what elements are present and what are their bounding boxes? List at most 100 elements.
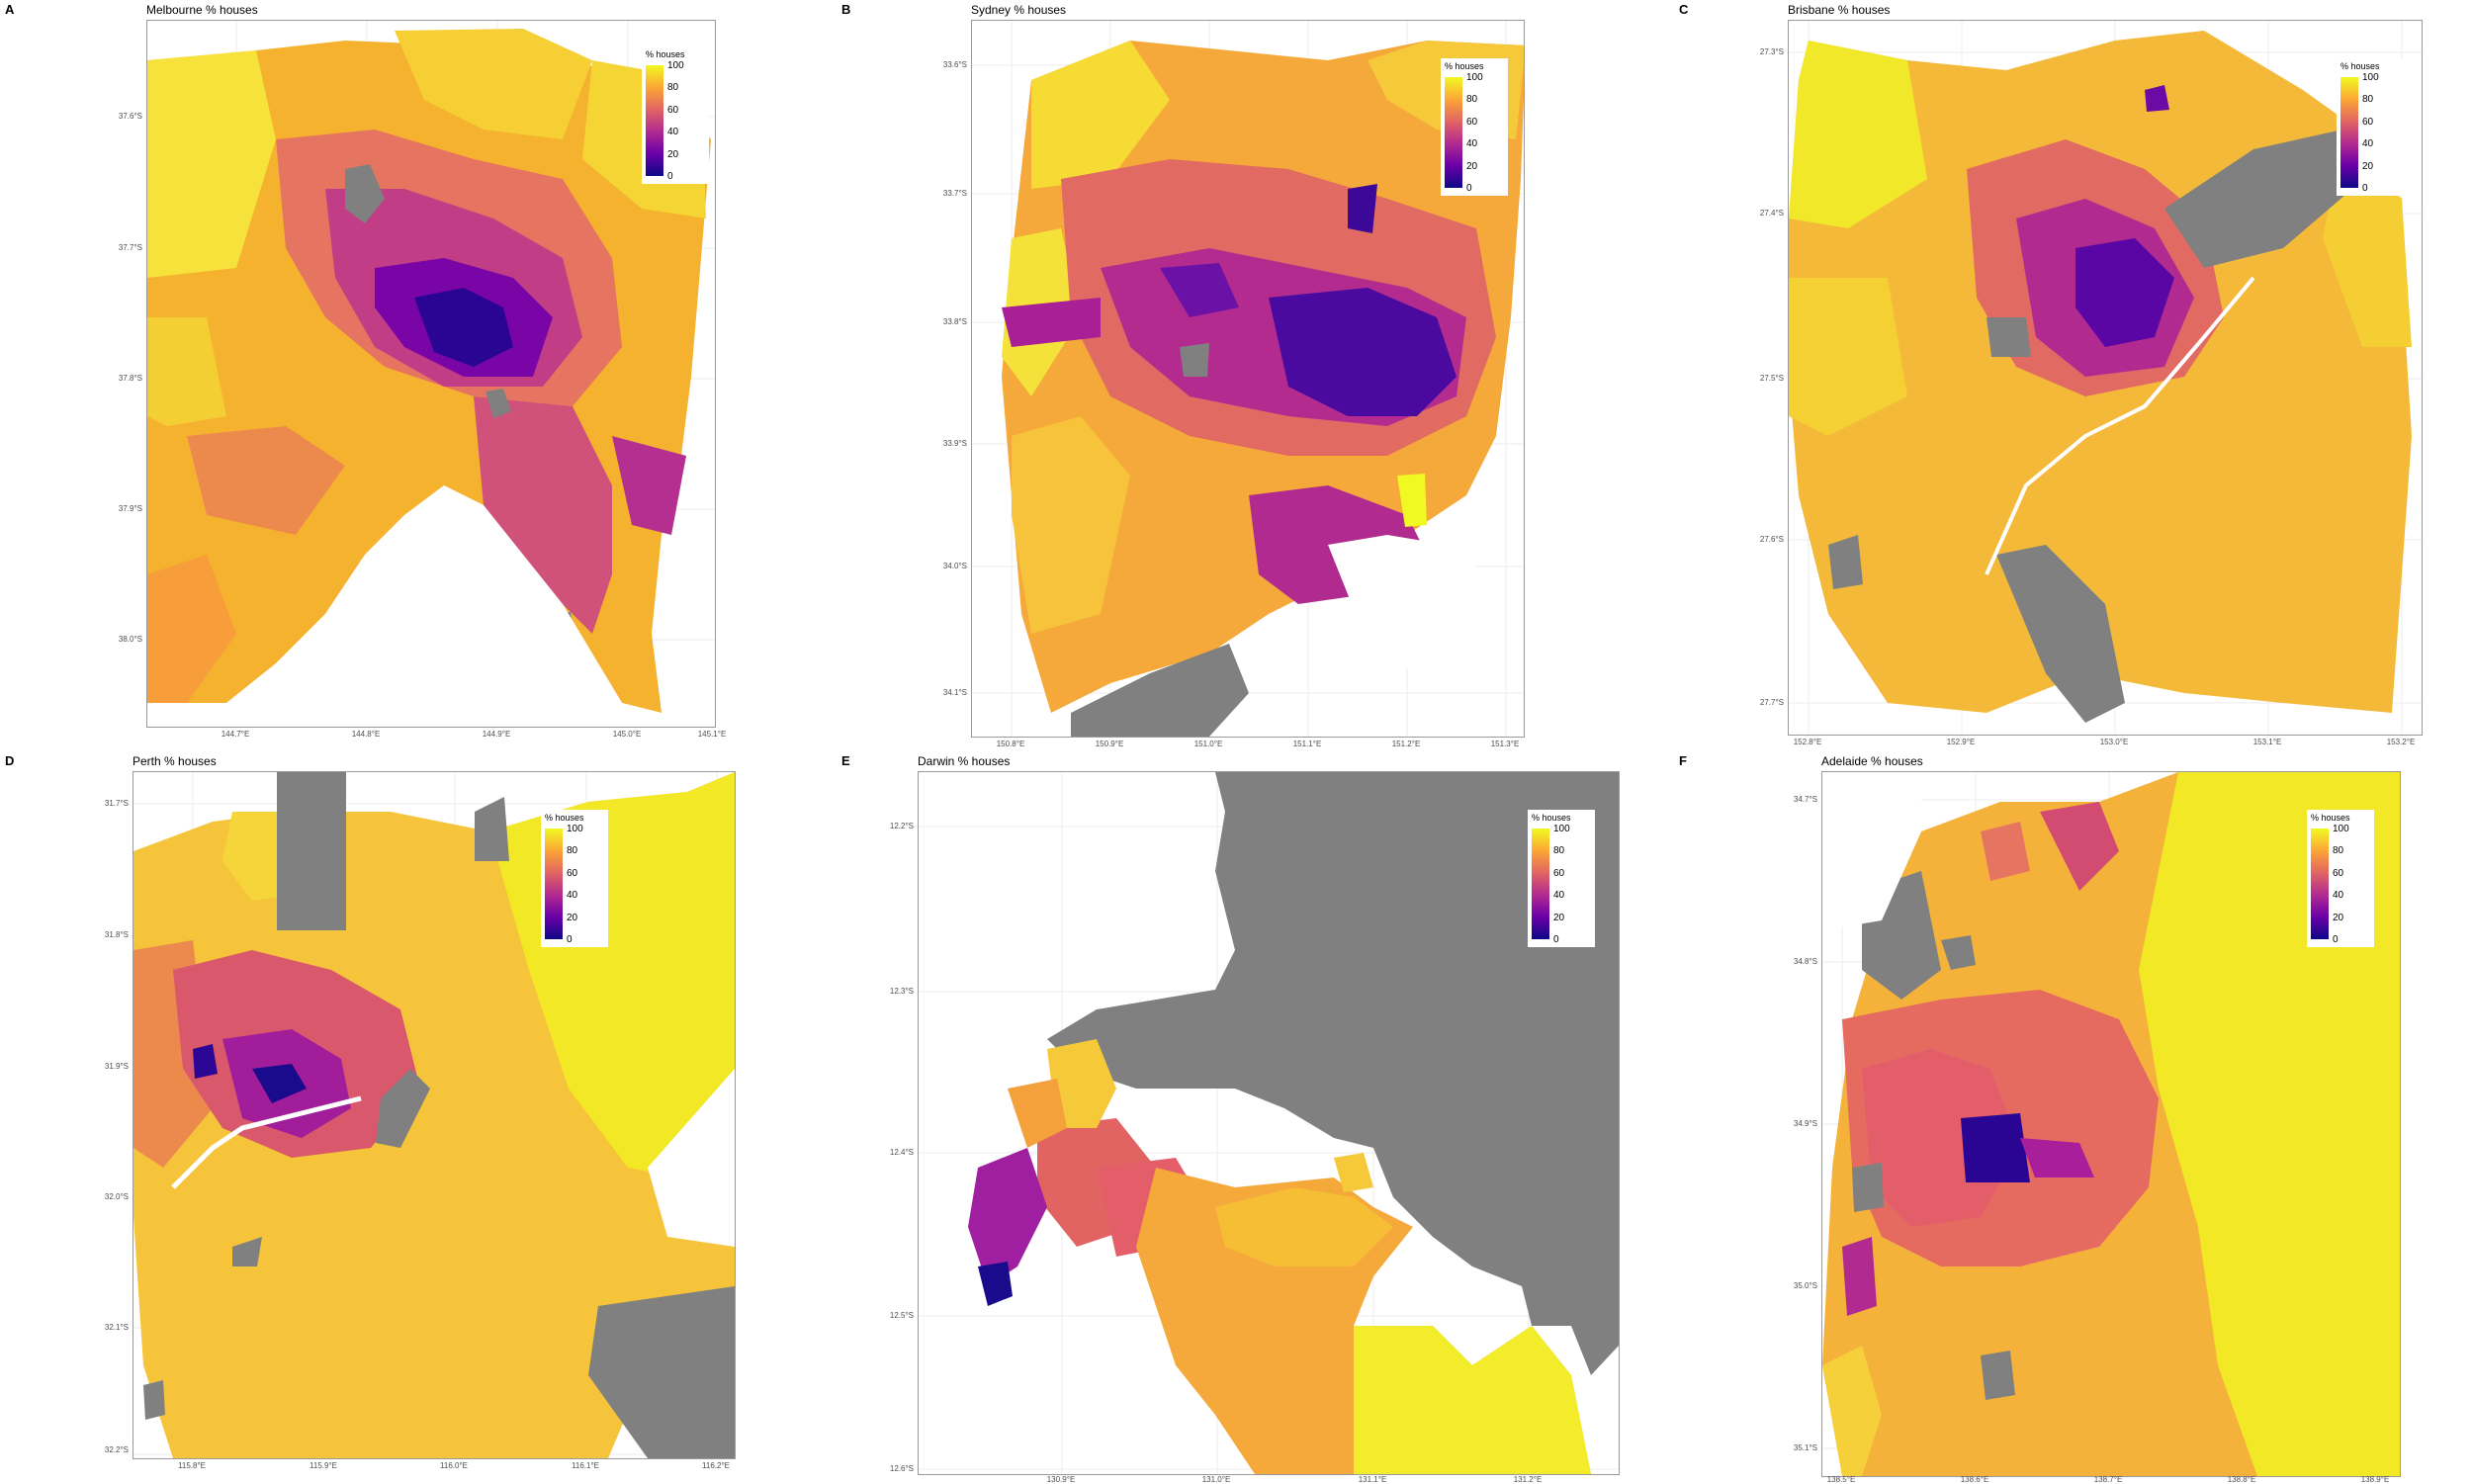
y-tick-label: 38.0°S: [118, 635, 142, 644]
legend: % houses 100 80 60 40 20 0: [642, 46, 709, 184]
map-area-darwin[interactable]: % houses 100 80 60 40 20 0: [918, 771, 1620, 1475]
map-perth: [133, 772, 735, 1458]
y-tick-label: 27.3°S: [1759, 47, 1784, 56]
legend-tick: 40: [2362, 138, 2374, 149]
legend-tick: 60: [1466, 117, 1478, 128]
panel-title: Darwin % houses: [918, 754, 1011, 768]
x-tick-label: 145.0°E: [612, 730, 642, 739]
y-tick-label: 37.9°S: [118, 504, 142, 513]
x-tick-label: 150.9°E: [1095, 740, 1124, 748]
legend-tick: 20: [567, 913, 578, 923]
x-tick-label: 116.0°E: [440, 1461, 468, 1470]
y-tick-label: 31.7°S: [104, 799, 129, 808]
legend-colorbar: [2311, 829, 2329, 939]
legend-tick: 0: [1466, 183, 1472, 194]
panel-letter: A: [5, 2, 15, 17]
legend-tick: 0: [1553, 934, 1559, 945]
legend-title: % houses: [2340, 61, 2380, 71]
y-tick-label: 32.0°S: [104, 1192, 129, 1201]
legend-tick: 80: [667, 82, 679, 93]
legend-tick: 80: [2362, 94, 2374, 105]
legend-tick: 80: [2333, 845, 2344, 856]
legend-tick: 100: [567, 824, 583, 834]
y-tick-label: 12.3°S: [889, 987, 914, 996]
y-tick-label: 31.8°S: [104, 930, 129, 939]
x-tick-label: 131.2°E: [1513, 1475, 1543, 1484]
legend: % houses 100 80 60 40 20 0: [2337, 58, 2404, 196]
y-tick-label: 27.7°S: [1759, 698, 1784, 707]
x-tick-label: 138.9°E: [2360, 1475, 2390, 1484]
y-tick-label: 34.1°S: [942, 688, 967, 697]
y-tick-label: 12.4°S: [889, 1148, 914, 1157]
x-tick-label: 131.0°E: [1201, 1475, 1231, 1484]
y-tick-label: 12.2°S: [889, 822, 914, 830]
x-tick-label: 116.1°E: [572, 1461, 599, 1470]
panel-letter: C: [1679, 2, 1689, 17]
y-tick-label: 12.6°S: [889, 1464, 914, 1473]
legend-tick: 100: [2333, 824, 2349, 834]
legend-tick: 100: [667, 60, 684, 71]
legend-tick: 0: [667, 171, 673, 182]
legend-title: % houses: [646, 49, 685, 59]
legend-tick: 80: [1466, 94, 1478, 105]
legend-tick: 100: [1553, 824, 1570, 834]
map-brisbane: [1789, 21, 2422, 735]
y-tick-label: 27.6°S: [1759, 535, 1784, 544]
map-area-melbourne[interactable]: % houses 100 80 60 40 20 0: [146, 20, 716, 728]
x-tick-label: 115.8°E: [178, 1461, 206, 1470]
x-tick-label: 138.7°E: [2093, 1475, 2123, 1484]
legend-tick: 40: [567, 890, 578, 901]
map-adelaide: [1822, 772, 2400, 1476]
x-tick-label: 151.2°E: [1391, 740, 1421, 748]
legend-colorbar: [1532, 829, 1549, 939]
panel-title: Melbourne % houses: [146, 3, 258, 17]
y-tick-label: 37.8°S: [118, 374, 142, 383]
legend-title: % houses: [545, 813, 584, 823]
x-tick-label: 144.7°E: [221, 730, 250, 739]
y-tick-label: 35.0°S: [1793, 1281, 1817, 1290]
legend-tick: 80: [567, 845, 578, 856]
legend-title: % houses: [1532, 813, 1571, 823]
y-tick-label: 32.1°S: [104, 1323, 129, 1332]
panel-title: Perth % houses: [132, 754, 217, 768]
panel-letter: F: [1679, 753, 1687, 768]
x-tick-label: 144.8°E: [351, 730, 381, 739]
panel-letter: B: [841, 2, 851, 17]
legend-tick: 100: [2362, 72, 2379, 83]
legend-tick: 60: [2333, 868, 2344, 879]
x-tick-label: 150.8°E: [996, 740, 1025, 748]
map-area-perth[interactable]: % houses 100 80 60 40 20 0: [132, 771, 736, 1459]
x-tick-label: 144.9°E: [482, 730, 511, 739]
y-tick-label: 27.5°S: [1759, 374, 1784, 383]
legend-tick: 40: [2333, 890, 2344, 901]
x-tick-label: 151.3°E: [1490, 740, 1520, 748]
x-tick-label: 153.1°E: [2252, 738, 2282, 746]
legend-tick: 0: [567, 934, 573, 945]
map-area-brisbane[interactable]: % houses 100 80 60 40 20 0: [1788, 20, 2423, 736]
y-tick-label: 34.9°S: [1793, 1119, 1817, 1128]
legend-colorbar: [545, 829, 563, 939]
y-tick-label: 34.0°S: [942, 562, 967, 570]
y-tick-label: 37.6°S: [118, 112, 142, 121]
y-tick-label: 37.7°S: [118, 243, 142, 252]
y-tick-label: 33.8°S: [942, 317, 967, 326]
x-tick-label: 138.8°E: [2227, 1475, 2256, 1484]
map-area-adelaide[interactable]: % houses 100 80 60 40 20 0: [1821, 771, 2401, 1477]
y-tick-label: 35.1°S: [1793, 1443, 1817, 1452]
panel-title: Brisbane % houses: [1788, 3, 1891, 17]
y-tick-label: 33.6°S: [942, 60, 967, 69]
legend-tick: 40: [667, 127, 679, 137]
map-area-sydney[interactable]: % houses 100 80 60 40 20 0: [971, 20, 1525, 738]
legend-tick: 0: [2362, 183, 2368, 194]
legend-tick: 60: [567, 868, 578, 879]
map-melbourne: [147, 21, 715, 727]
legend-tick: 0: [2333, 934, 2339, 945]
legend-tick: 40: [1553, 890, 1565, 901]
legend-tick: 20: [1553, 913, 1565, 923]
y-tick-label: 27.4°S: [1759, 209, 1784, 218]
x-tick-label: 116.2°E: [702, 1461, 730, 1470]
panel-title: Sydney % houses: [971, 3, 1067, 17]
y-tick-label: 33.9°S: [942, 439, 967, 448]
x-tick-label: 145.1°E: [697, 730, 727, 739]
y-tick-label: 33.7°S: [942, 189, 967, 198]
